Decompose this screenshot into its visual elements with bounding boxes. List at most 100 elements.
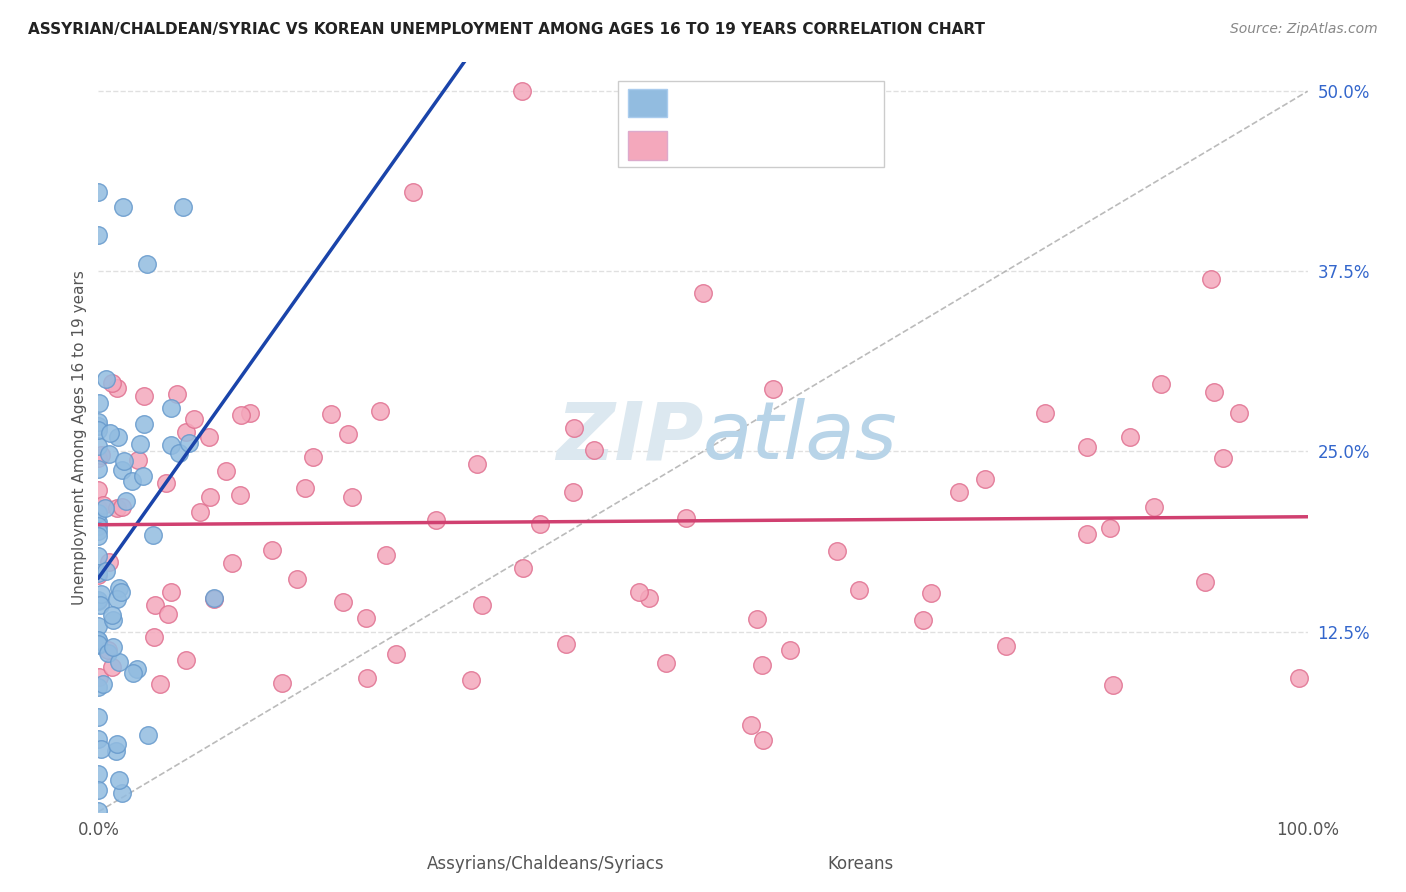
Point: [105, 501, 128, 516]
Point: [87, 731, 110, 746]
Point: [160, 437, 183, 451]
Point: [132, 389, 155, 403]
Text: atlas: atlas: [703, 398, 898, 476]
Point: [512, 561, 534, 575]
Text: N =: N =: [776, 136, 813, 154]
Point: [149, 677, 172, 691]
Point: [1150, 377, 1173, 392]
Point: [239, 405, 262, 419]
Point: [1194, 574, 1216, 589]
Point: [155, 476, 177, 491]
Point: [108, 655, 131, 669]
Point: [920, 585, 942, 599]
Point: [319, 407, 342, 421]
Point: [101, 607, 124, 622]
Point: [107, 737, 129, 751]
Point: [110, 585, 132, 599]
Point: [89, 598, 111, 612]
Text: R =: R =: [676, 136, 713, 154]
Point: [112, 454, 135, 468]
Point: [356, 611, 378, 625]
Point: [510, 84, 533, 98]
Point: [87, 634, 110, 648]
Point: [142, 528, 165, 542]
Point: [177, 435, 200, 450]
Point: [127, 662, 149, 676]
Point: [270, 675, 292, 690]
Point: [302, 450, 325, 465]
Point: [101, 640, 124, 654]
Point: [200, 490, 222, 504]
Text: ZIP: ZIP: [555, 398, 703, 476]
Point: [87, 632, 110, 647]
Point: [582, 442, 605, 457]
Point: [751, 657, 773, 672]
Point: [1033, 406, 1056, 420]
Point: [91, 498, 114, 512]
Point: [356, 671, 378, 685]
Point: [337, 427, 360, 442]
Ellipse shape: [384, 855, 405, 873]
Point: [129, 437, 152, 451]
Point: [87, 515, 110, 529]
Y-axis label: Unemployment Among Ages 16 to 19 years: Unemployment Among Ages 16 to 19 years: [72, 269, 87, 605]
Ellipse shape: [734, 855, 756, 873]
Point: [90, 587, 112, 601]
Point: [655, 657, 678, 671]
Point: [115, 493, 138, 508]
Text: 0.141: 0.141: [717, 136, 770, 154]
Point: [174, 425, 197, 439]
Point: [127, 453, 149, 467]
Point: [121, 666, 143, 681]
Point: [87, 524, 110, 538]
Point: [169, 446, 191, 460]
Point: [1199, 271, 1222, 285]
Point: [675, 511, 697, 525]
Point: [87, 185, 110, 199]
Point: [91, 677, 114, 691]
Point: [779, 643, 801, 657]
Point: [87, 228, 110, 243]
Point: [97, 555, 120, 569]
Point: [108, 772, 131, 787]
Point: [825, 544, 848, 558]
Point: [1204, 384, 1226, 399]
Point: [89, 395, 111, 409]
Point: [94, 500, 117, 515]
Point: [107, 430, 129, 444]
Point: [740, 718, 762, 732]
Point: [107, 381, 129, 395]
Point: [529, 517, 551, 532]
Point: [555, 637, 578, 651]
Text: R =: R =: [676, 94, 713, 112]
Point: [402, 185, 425, 199]
Point: [1076, 441, 1098, 455]
Point: [1099, 521, 1122, 535]
FancyBboxPatch shape: [628, 88, 666, 117]
Point: [562, 421, 585, 435]
Point: [340, 490, 363, 504]
Point: [374, 549, 396, 563]
Point: [1143, 500, 1166, 514]
Point: [87, 439, 110, 453]
Point: [228, 488, 250, 502]
Text: Source: ZipAtlas.com: Source: ZipAtlas.com: [1230, 22, 1378, 37]
Point: [1102, 678, 1125, 692]
Point: [221, 556, 243, 570]
Point: [96, 372, 118, 386]
Point: [111, 463, 134, 477]
FancyBboxPatch shape: [619, 81, 884, 168]
Point: [166, 386, 188, 401]
Point: [101, 376, 124, 390]
Point: [87, 783, 110, 797]
Point: [157, 607, 180, 622]
Point: [108, 581, 131, 595]
Point: [229, 408, 252, 422]
Point: [111, 786, 134, 800]
Point: [425, 513, 447, 527]
Point: [87, 419, 110, 434]
Point: [87, 549, 110, 563]
Point: [121, 474, 143, 488]
Point: [1288, 671, 1310, 685]
Point: [287, 572, 309, 586]
